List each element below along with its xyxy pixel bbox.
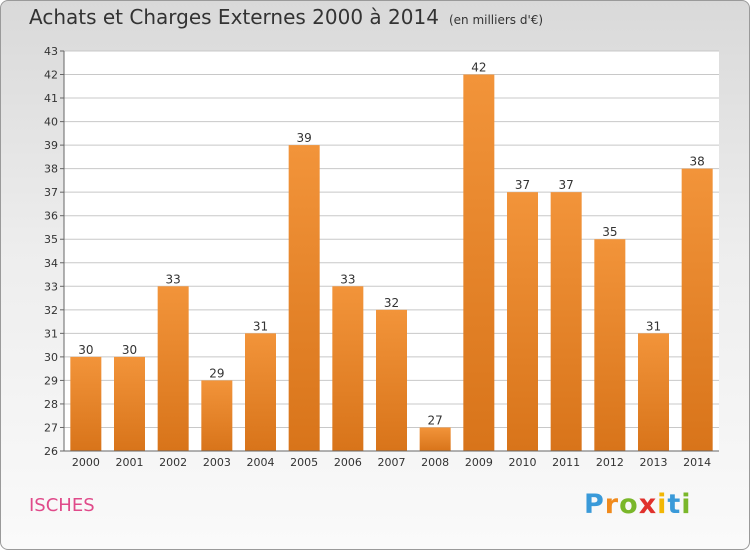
- x-tick-label: 2007: [378, 456, 406, 469]
- y-tick-label: 38: [44, 163, 58, 176]
- bar: [376, 309, 407, 451]
- y-tick-label: 32: [44, 304, 58, 317]
- chart-title-block: Achats et Charges Externes 2000 à 2014 (e…: [29, 5, 543, 29]
- x-tick-label: 2013: [640, 456, 668, 469]
- value-label: 33: [340, 272, 355, 286]
- bar: [681, 168, 713, 451]
- y-tick-label: 29: [44, 374, 58, 387]
- chart-unit: (en milliers d'€): [448, 13, 544, 27]
- y-tick-label: 42: [44, 69, 58, 82]
- y-tick-label: 27: [44, 421, 58, 434]
- x-tick-label: 2005: [290, 456, 318, 469]
- x-tick-label: 2002: [159, 456, 187, 469]
- town-name: ISCHES: [29, 495, 95, 516]
- value-label: 31: [253, 319, 268, 333]
- y-tick-label: 40: [44, 116, 58, 129]
- axes: [63, 51, 719, 452]
- value-label: 42: [471, 61, 486, 75]
- value-label: 35: [602, 225, 617, 239]
- y-tick-labels: 26 27 28 29 30 31 32 33 34 35 36 37 38 39 40 41 42 43: [44, 45, 58, 458]
- logo-letter: r: [604, 489, 620, 520]
- bar: [245, 333, 276, 451]
- bar: [70, 356, 102, 451]
- logo-letter: i: [681, 489, 692, 520]
- bar: [463, 74, 495, 451]
- value-label: 39: [297, 131, 312, 145]
- value-label: 31: [646, 319, 661, 333]
- logo-letter: x: [638, 489, 658, 520]
- bar: [594, 239, 626, 451]
- bar: [201, 380, 233, 451]
- value-label: 32: [384, 296, 399, 310]
- y-tick-label: 31: [44, 327, 58, 340]
- x-tick-label: 2001: [116, 456, 144, 469]
- bar: [114, 356, 145, 451]
- y-tick-label: 26: [44, 445, 58, 458]
- value-label: 30: [122, 343, 137, 357]
- x-tick-label: 2010: [509, 456, 537, 469]
- logo-letter: i: [657, 489, 668, 520]
- x-tick-label: 2000: [72, 456, 100, 469]
- x-tick-label: 2014: [683, 456, 711, 469]
- bar: [550, 192, 582, 452]
- x-tick-label: 2003: [203, 456, 231, 469]
- y-tick-label: 33: [44, 280, 58, 293]
- x-tick-label: 2012: [596, 456, 624, 469]
- bar: [419, 427, 451, 451]
- value-label: 27: [428, 413, 443, 427]
- bar: [638, 333, 669, 451]
- y-tick-label: 43: [44, 45, 58, 58]
- y-tick-label: 35: [44, 233, 58, 246]
- x-tick-label: 2006: [334, 456, 362, 469]
- bar: [157, 286, 189, 451]
- value-label: 38: [690, 155, 705, 169]
- y-tick-label: 39: [44, 139, 58, 152]
- value-label: 29: [209, 366, 224, 380]
- value-label: 37: [559, 178, 574, 192]
- y-tick-label: 36: [44, 210, 58, 223]
- bar: [332, 286, 364, 451]
- bar: [288, 145, 320, 451]
- logo-letter: t: [667, 489, 682, 520]
- x-tick-label: 2009: [465, 456, 493, 469]
- x-tick-label: 2004: [247, 456, 275, 469]
- value-label: 37: [515, 178, 530, 192]
- y-tick-label: 41: [44, 92, 58, 105]
- x-tick-label: 2008: [421, 456, 449, 469]
- proxiti-logo: Proxiti: [584, 489, 692, 520]
- y-tick-label: 37: [44, 186, 58, 199]
- logo-letter: o: [619, 489, 639, 520]
- x-tick-labels: 2000 2001 2002 2003 2004 2005 2006 2007 2008 2009…: [72, 456, 711, 469]
- y-tick-label: 28: [44, 398, 58, 411]
- value-labels: 30 30 33 29 31 39 33 32 27 42 37 37 35 31 38: [78, 61, 705, 428]
- value-label: 30: [78, 343, 93, 357]
- logo-letter: P: [584, 489, 605, 520]
- y-tick-label: 34: [44, 257, 58, 270]
- bar: [507, 192, 538, 452]
- value-label: 33: [166, 272, 181, 286]
- bars: [70, 74, 713, 452]
- y-tick-label: 30: [44, 351, 58, 364]
- chart-title: Achats et Charges Externes 2000 à 2014: [29, 5, 439, 29]
- x-tick-label: 2011: [552, 456, 580, 469]
